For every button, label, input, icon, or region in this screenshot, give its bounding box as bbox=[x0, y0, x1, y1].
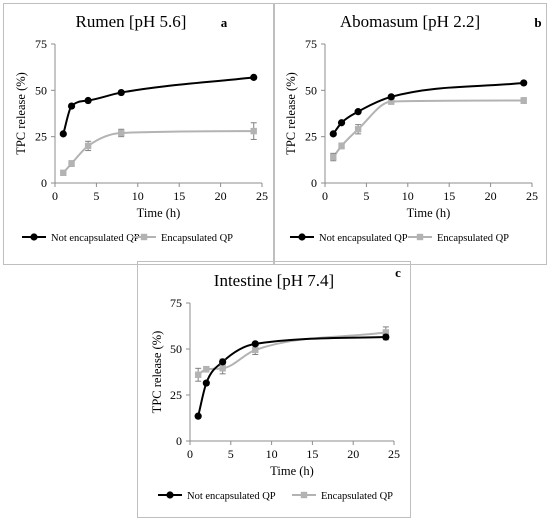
legend-label-encapsulated: Encapsulated QP bbox=[437, 233, 509, 244]
data-point-not-encapsulated bbox=[250, 73, 258, 81]
x-tick-label: 0 bbox=[322, 189, 328, 203]
x-tick-label: 15 bbox=[306, 447, 318, 461]
x-tick-label: 0 bbox=[187, 447, 193, 461]
chart-title: Rumen [pH 5.6] bbox=[76, 12, 187, 31]
x-tick-label: 25 bbox=[256, 189, 268, 203]
data-point-encapsulated bbox=[520, 97, 527, 104]
x-tick-label: 5 bbox=[363, 189, 369, 203]
legend-marker-encapsulated bbox=[416, 233, 424, 241]
data-point-encapsulated bbox=[388, 98, 395, 105]
legend-marker-not-encapsulated bbox=[298, 233, 306, 241]
legend-marker-encapsulated bbox=[300, 491, 308, 499]
y-axis-label: TPC release (%) bbox=[284, 72, 298, 155]
legend-label-not-encapsulated: Not encapsulated QP bbox=[319, 233, 408, 244]
data-point-not-encapsulated bbox=[354, 108, 362, 116]
x-tick-label: 10 bbox=[132, 189, 144, 203]
y-tick-label: 75 bbox=[35, 37, 47, 51]
series-line-encapsulated bbox=[197, 331, 386, 376]
x-tick-label: 20 bbox=[215, 189, 227, 203]
y-tick-label: 75 bbox=[170, 296, 182, 310]
legend-label-encapsulated: Encapsulated QP bbox=[321, 491, 393, 502]
x-tick-label: 25 bbox=[526, 189, 538, 203]
y-tick-label: 50 bbox=[305, 83, 317, 97]
y-tick-label: 0 bbox=[176, 434, 182, 448]
data-point-encapsulated bbox=[382, 329, 390, 336]
data-point-encapsulated bbox=[330, 153, 337, 161]
data-point-not-encapsulated bbox=[251, 340, 259, 348]
data-point-encapsulated bbox=[118, 129, 125, 137]
data-point-not-encapsulated bbox=[84, 96, 92, 105]
legend-marker-encapsulated bbox=[140, 233, 148, 241]
data-point-not-encapsulated bbox=[59, 130, 67, 138]
x-tick-label: 10 bbox=[266, 447, 278, 461]
y-axis-label: TPC release (%) bbox=[150, 331, 164, 414]
x-tick-label: 10 bbox=[402, 189, 414, 203]
data-point-encapsulated bbox=[219, 365, 226, 372]
data-point-not-encapsulated bbox=[67, 102, 76, 110]
y-tick-label: 25 bbox=[170, 388, 182, 402]
panel-frame-rumen bbox=[3, 3, 274, 265]
x-tick-label: 20 bbox=[347, 447, 359, 461]
data-point-encapsulated bbox=[84, 142, 92, 150]
y-tick-label: 25 bbox=[305, 130, 317, 144]
y-axis-label: TPC release (%) bbox=[14, 72, 28, 155]
data-point-not-encapsulated bbox=[219, 358, 227, 366]
data-point-encapsulated bbox=[338, 142, 345, 150]
panel-frame-intestine bbox=[137, 261, 411, 518]
data-point-encapsulated bbox=[250, 127, 257, 135]
data-point-encapsulated bbox=[60, 169, 67, 177]
data-point-not-encapsulated bbox=[202, 379, 210, 387]
x-tick-label: 15 bbox=[443, 189, 455, 203]
data-point-not-encapsulated bbox=[117, 88, 125, 97]
series-line-not-encapsulated bbox=[62, 76, 254, 135]
chart-title: Intestine [pH 7.4] bbox=[214, 271, 334, 290]
x-axis-label: Time (h) bbox=[137, 206, 181, 220]
data-point-not-encapsulated bbox=[329, 130, 337, 138]
data-point-encapsulated bbox=[252, 346, 259, 354]
x-tick-label: 25 bbox=[388, 447, 400, 461]
y-tick-label: 50 bbox=[170, 342, 182, 356]
legend-label-encapsulated: Encapsulated QP bbox=[161, 233, 233, 244]
x-axis-label: Time (h) bbox=[270, 464, 314, 478]
x-tick-label: 20 bbox=[485, 189, 497, 203]
panel-label: c bbox=[395, 265, 401, 280]
data-point-not-encapsulated bbox=[337, 119, 346, 127]
y-tick-label: 25 bbox=[35, 130, 47, 144]
x-axis-label: Time (h) bbox=[407, 206, 451, 220]
legend-label-not-encapsulated: Not encapsulated QP bbox=[187, 491, 276, 502]
data-point-not-encapsulated bbox=[387, 93, 395, 101]
legend-label-not-encapsulated: Not encapsulated QP bbox=[51, 233, 140, 244]
data-point-encapsulated bbox=[194, 371, 202, 378]
data-point-not-encapsulated bbox=[382, 333, 390, 341]
series-line-not-encapsulated bbox=[197, 336, 386, 417]
legend-marker-not-encapsulated bbox=[166, 491, 174, 499]
data-point-not-encapsulated bbox=[194, 412, 202, 420]
data-point-not-encapsulated bbox=[520, 79, 528, 87]
y-tick-label: 50 bbox=[35, 83, 47, 97]
chart-title: Abomasum [pH 2.2] bbox=[340, 12, 480, 31]
data-point-encapsulated bbox=[68, 160, 75, 167]
y-tick-label: 0 bbox=[311, 176, 317, 190]
y-tick-label: 0 bbox=[41, 176, 47, 190]
legend-marker-not-encapsulated bbox=[30, 233, 38, 241]
x-tick-label: 0 bbox=[52, 189, 58, 203]
x-tick-label: 5 bbox=[228, 447, 234, 461]
panel-label: b bbox=[534, 15, 541, 30]
x-tick-label: 15 bbox=[173, 189, 185, 203]
panel-label: a bbox=[221, 15, 228, 30]
data-point-encapsulated bbox=[203, 366, 210, 373]
data-point-encapsulated bbox=[354, 126, 362, 133]
y-tick-label: 75 bbox=[305, 37, 317, 51]
x-tick-label: 5 bbox=[93, 189, 99, 203]
